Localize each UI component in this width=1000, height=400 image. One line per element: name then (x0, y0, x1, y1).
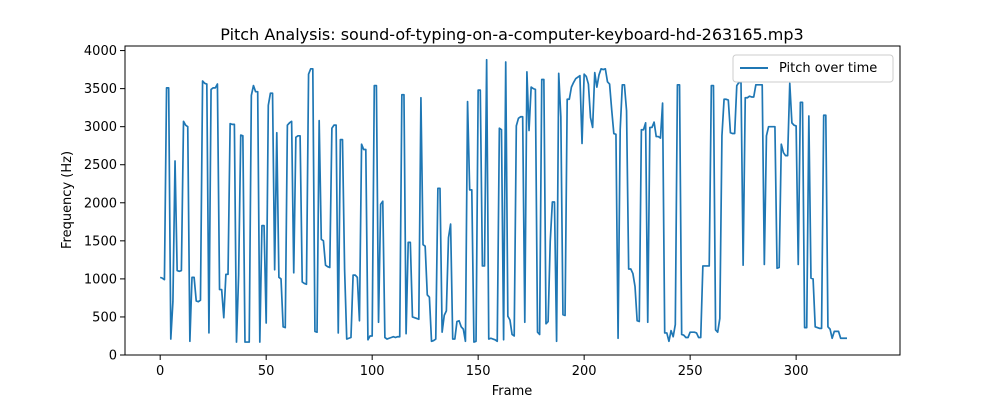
x-tick-label: 100 (360, 364, 385, 379)
plot-area (124, 45, 901, 356)
plot-frame (124, 45, 901, 356)
y-tick-label: 500 (92, 310, 117, 325)
y-tick-label: 3500 (84, 82, 117, 97)
y-tick-label: 0 (109, 349, 117, 364)
legend-box (732, 54, 894, 83)
y-tick-label: 1000 (84, 272, 117, 287)
legend-label: Pitch over time (779, 61, 877, 76)
x-tick-label: 150 (466, 364, 491, 379)
y-tick-label: 3000 (84, 120, 117, 135)
y-tick-label: 2000 (84, 196, 117, 211)
x-tick-label: 300 (784, 364, 809, 379)
x-axis: 0 50 100 150 200 250 300 (156, 355, 809, 379)
series-line-pitch-over-time (159, 58, 847, 343)
legend: Pitch over time (732, 54, 894, 83)
chart-title: Pitch Analysis: sound-of-typing-on-a-com… (220, 25, 803, 44)
x-tick-label: 0 (156, 364, 164, 379)
x-axis-label: Frame (492, 384, 533, 399)
x-tick-label: 50 (258, 364, 275, 379)
y-axis-label: Frequency (Hz) (60, 151, 75, 249)
x-tick-label: 250 (678, 364, 703, 379)
x-tick-label: 200 (572, 364, 597, 379)
y-tick-label: 2500 (84, 158, 117, 173)
y-tick-label: 4000 (84, 44, 117, 59)
series-layer (159, 58, 847, 343)
y-axis: 0 500 1000 1500 2000 2500 3000 3500 4000 (84, 44, 125, 364)
y-tick-label: 1500 (84, 234, 117, 249)
